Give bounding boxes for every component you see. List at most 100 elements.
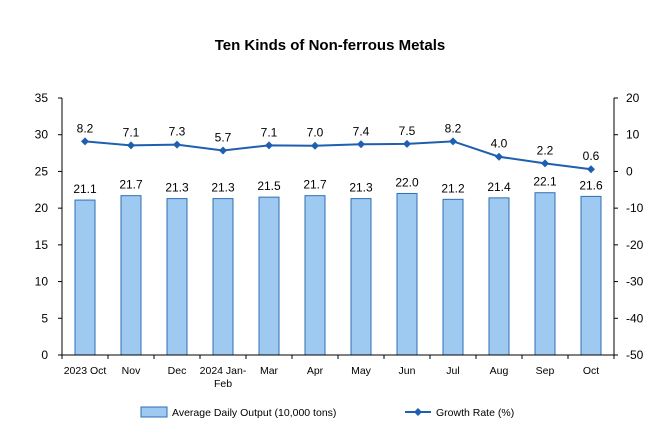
left-tick-label: 25 (35, 164, 49, 178)
bar (212, 198, 234, 356)
bar-series (74, 192, 602, 356)
x-tick-label: Nov (122, 365, 141, 377)
line-value-label: 7.1 (261, 125, 278, 139)
bar-value-label: 22.1 (533, 175, 557, 189)
left-tick-label: 15 (35, 238, 49, 252)
line-point (127, 141, 135, 150)
bar-value-label: 22.0 (395, 175, 419, 189)
line-point (219, 146, 227, 155)
line-value-label: 7.3 (169, 125, 186, 139)
x-tick-label: Mar (260, 365, 279, 377)
x-tick-label-line: Nov (122, 365, 141, 377)
right-tick-label: -30 (626, 275, 644, 289)
x-tick-label: May (351, 365, 372, 377)
x-tick-label-line: 2023 Oct (64, 365, 107, 377)
bar-value-label: 21.3 (349, 181, 373, 195)
x-tick-label: Jul (446, 365, 459, 377)
x-tick-label-line: May (351, 365, 372, 377)
x-tick-label-line: Aug (490, 365, 509, 377)
bar (74, 199, 96, 356)
line-value-label: 7.0 (307, 126, 324, 140)
bar-data-labels: 21.1 21.7 21.3 21.3 21.5 21.7 21.3 22.0 21.2 21.4… (73, 175, 603, 196)
x-tick-label-line: Oct (583, 365, 599, 377)
x-tick-label: 2024 Jan-Feb (200, 365, 247, 390)
legend: Average Daily Output (10,000 tons) Growt… (140, 406, 514, 419)
line-data-labels: 8.2 7.1 7.3 5.7 7.1 7.0 7.4 7.5 8.2 4.0 2.2 0.6 (77, 121, 600, 163)
x-tick-label: Sep (536, 365, 555, 377)
right-tick-label: 0 (626, 164, 633, 178)
bar (258, 196, 280, 356)
bar-value-label: 21.4 (487, 180, 511, 194)
bar (534, 192, 556, 356)
legend-line-marker (414, 408, 422, 416)
legend-line-label: Growth Rate (%) (436, 407, 514, 419)
right-tick-label: -10 (626, 201, 644, 215)
line-point (173, 140, 181, 149)
x-tick-label-line: Jun (399, 365, 416, 377)
right-axis-ticks: 20 10 0 -10 -20 -30 -40 -50 (614, 91, 644, 362)
line-value-label: 7.5 (399, 124, 416, 138)
bar (166, 198, 188, 356)
line-point (587, 165, 595, 174)
bar (488, 197, 510, 356)
left-tick-label: 0 (41, 348, 48, 362)
x-axis-ticks: 2023 Oct Nov Dec 2024 Jan-Feb Mar Apr May Jun Ju… (61, 355, 615, 390)
left-tick-label: 30 (35, 128, 49, 142)
x-tick-label-line: Sep (536, 365, 555, 377)
bar-value-label: 21.3 (211, 181, 235, 195)
x-tick-label: Apr (307, 365, 324, 377)
x-tick-label: Dec (168, 365, 187, 377)
bar (396, 192, 418, 356)
legend-bar-swatch (140, 406, 168, 418)
right-tick-label: -40 (626, 311, 644, 325)
x-tick-label: Oct (583, 365, 599, 377)
bar (442, 198, 464, 356)
bar (580, 195, 602, 356)
line-value-label: 7.4 (353, 124, 370, 138)
x-tick-label-line: Jul (446, 365, 459, 377)
bar-value-label: 21.3 (165, 181, 189, 195)
bar-value-label: 21.6 (579, 178, 603, 192)
left-tick-label: 10 (35, 275, 49, 289)
line-value-label: 5.7 (215, 131, 232, 145)
legend-bar-label: Average Daily Output (10,000 tons) (172, 407, 336, 419)
x-tick-label-line: Apr (307, 365, 324, 377)
x-tick-label-line: Dec (168, 365, 187, 377)
bar-value-label: 21.7 (119, 178, 143, 192)
right-tick-label: 10 (626, 128, 640, 142)
line-series (81, 137, 595, 174)
line-point (311, 141, 319, 150)
bar (120, 195, 142, 356)
line-point (541, 159, 549, 168)
bar-value-label: 21.2 (441, 181, 465, 195)
x-tick-label-line: Feb (214, 378, 232, 390)
right-tick-label: 20 (626, 91, 640, 105)
line-point (81, 137, 89, 146)
right-tick-label: -20 (626, 238, 644, 252)
growth-line (84, 140, 592, 171)
line-value-label: 8.2 (77, 121, 94, 135)
bar (304, 195, 326, 356)
left-axis-ticks: 35 30 25 20 15 10 5 0 (35, 91, 62, 362)
line-value-label: 2.2 (537, 143, 554, 157)
line-value-label: 8.2 (445, 121, 462, 135)
x-tick-label-line: 2024 Jan- (200, 365, 247, 377)
bar (350, 198, 372, 356)
x-tick-label-line: Mar (260, 365, 279, 377)
x-tick-label: 2023 Oct (64, 365, 107, 377)
bar-value-label: 21.7 (303, 178, 327, 192)
left-tick-label: 5 (41, 311, 48, 325)
line-point (265, 141, 273, 150)
line-value-label: 0.6 (583, 149, 600, 163)
left-tick-label: 20 (35, 201, 49, 215)
x-tick-label: Aug (490, 365, 509, 377)
bar-value-label: 21.5 (257, 179, 281, 193)
line-point (357, 140, 365, 149)
right-tick-label: -50 (626, 348, 644, 362)
bar-value-label: 21.1 (73, 182, 97, 196)
axes (61, 98, 615, 356)
line-point (495, 152, 503, 161)
line-value-label: 7.1 (123, 125, 140, 139)
line-point (449, 137, 457, 146)
